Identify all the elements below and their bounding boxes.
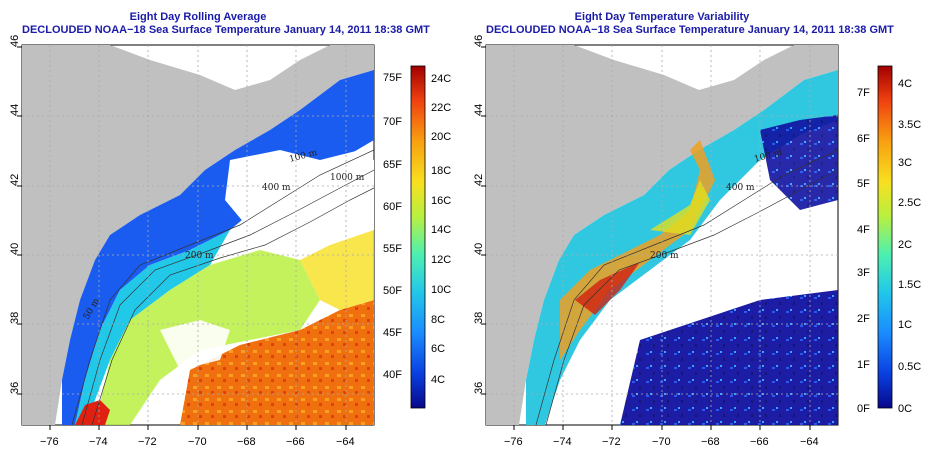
left-y-tick: 40 xyxy=(9,243,21,255)
right-x-tick: −70 xyxy=(652,436,671,448)
left-y-tick: 36 xyxy=(9,382,21,394)
right-x-axis: −76 −74 −72 −70 −68 −66 −64 xyxy=(504,425,819,448)
left-y-tick: 46 xyxy=(9,35,21,47)
left-x-axis: −76 −74 −72 −70 −68 −66 −64 xyxy=(40,425,355,448)
left-cb-f-label: 70F xyxy=(383,116,402,128)
right-cb-c-label: 2.5C xyxy=(898,197,921,209)
left-x-tick: −70 xyxy=(188,436,207,448)
left-cb-f-label: 60F xyxy=(383,201,402,213)
left-cb-c-label: 4C xyxy=(431,374,445,386)
right-contour-label-200m: 200 m xyxy=(650,251,679,261)
right-cb-c-label: 1.5C xyxy=(898,279,921,291)
left-cb-c-label: 10C xyxy=(431,284,451,296)
right-x-tick: −64 xyxy=(800,436,819,448)
right-cb-f-label: 3F xyxy=(857,267,870,279)
right-cb-f-label: 0F xyxy=(857,403,870,415)
right-cb-c-label: 1C xyxy=(898,319,912,331)
left-y-tick: 42 xyxy=(9,174,21,186)
right-y-tick: 44 xyxy=(473,104,485,116)
right-cb-f-label: 6F xyxy=(857,133,870,145)
left-cb-f-label: 55F xyxy=(383,243,402,255)
left-title-line2: DECLOUDED NOAA−18 Sea Surface Temperatur… xyxy=(22,24,430,36)
left-y-tick: 38 xyxy=(9,312,21,324)
right-cb-c-label: 3C xyxy=(898,157,912,169)
right-high-variability xyxy=(526,70,838,425)
right-y-axis: 36 38 40 42 44 46 xyxy=(473,35,486,395)
right-cb-f-label: 1F xyxy=(857,359,870,371)
left-colorbar-f-labels: 75F 70F 65F 60F 55F 50F 45F 40F xyxy=(383,72,402,381)
left-y-tick: 44 xyxy=(9,104,21,116)
left-cb-f-label: 50F xyxy=(383,285,402,297)
right-cb-f-label: 7F xyxy=(857,87,870,99)
right-cb-c-label: 3.5C xyxy=(898,119,921,131)
left-colorbar-c-labels: 24C 22C 20C 18C 16C 14C 12C 10C 8C 6C 4C xyxy=(431,73,451,386)
left-colorbar xyxy=(410,65,426,409)
left-cb-c-label: 8C xyxy=(431,314,445,326)
right-cb-c-label: 0C xyxy=(898,403,912,415)
left-cb-c-label: 24C xyxy=(431,73,451,85)
left-title: Eight Day Rolling Average DECLOUDED NOAA… xyxy=(22,11,430,37)
left-contour-label-200m: 200 m xyxy=(185,251,214,261)
right-colorbar xyxy=(877,65,893,409)
left-x-tick: −68 xyxy=(237,436,256,448)
left-x-tick: −66 xyxy=(286,436,305,448)
right-colorbar-f-labels: 7F 6F 5F 4F 3F 2F 1F 0F xyxy=(857,87,870,415)
right-y-tick: 42 xyxy=(473,174,485,186)
right-x-tick: −76 xyxy=(504,436,523,448)
right-x-tick: −66 xyxy=(750,436,769,448)
right-y-tick: 38 xyxy=(473,312,485,324)
left-x-tick: −76 xyxy=(40,436,59,448)
left-cb-c-label: 16C xyxy=(431,195,451,207)
left-contour-label-1000m: 1000 m xyxy=(330,173,365,183)
right-cb-f-label: 5F xyxy=(857,178,870,190)
left-land xyxy=(22,45,374,425)
right-y-tick: 40 xyxy=(473,243,485,255)
right-cb-f-label: 4F xyxy=(857,224,870,236)
left-cb-c-label: 20C xyxy=(431,131,451,143)
right-title-line2: DECLOUDED NOAA−18 Sea Surface Temperatur… xyxy=(486,24,894,36)
right-x-tick: −68 xyxy=(701,436,720,448)
left-y-axis: 36 38 40 42 44 46 xyxy=(9,35,22,395)
right-title: Eight Day Temperature Variability DECLOU… xyxy=(486,11,894,37)
right-low-variability xyxy=(620,290,838,425)
left-x-tick: −64 xyxy=(336,436,355,448)
right-land xyxy=(486,45,838,425)
left-cb-f-label: 40F xyxy=(383,369,402,381)
left-cb-c-label: 6C xyxy=(431,343,445,355)
right-x-tick: −74 xyxy=(553,436,572,448)
right-cb-c-label: 0.5C xyxy=(898,361,921,373)
left-title-line1: Eight Day Rolling Average xyxy=(129,11,267,23)
left-cb-c-label: 22C xyxy=(431,102,451,114)
right-x-tick: −72 xyxy=(602,436,621,448)
right-y-tick: 36 xyxy=(473,382,485,394)
right-title-line1: Eight Day Temperature Variability xyxy=(574,11,750,23)
left-cb-f-label: 45F xyxy=(383,327,402,339)
left-cb-f-label: 75F xyxy=(383,72,402,84)
right-colorbar-c-labels: 4C 3.5C 3C 2.5C 2C 1.5C 1C 0.5C 0C xyxy=(898,78,921,415)
left-contour-label-400m: 400 m xyxy=(262,183,291,193)
right-cb-f-label: 2F xyxy=(857,313,870,325)
left-cb-c-label: 14C xyxy=(431,224,451,236)
right-y-tick: 46 xyxy=(473,35,485,47)
left-cb-f-label: 65F xyxy=(383,159,402,171)
left-x-tick: −74 xyxy=(89,436,108,448)
left-cb-c-label: 18C xyxy=(431,165,451,177)
left-cb-c-label: 12C xyxy=(431,254,451,266)
right-cb-c-label: 4C xyxy=(898,78,912,90)
left-x-tick: −72 xyxy=(138,436,157,448)
right-contour-label-400m: 400 m xyxy=(726,183,755,193)
right-cb-c-label: 2C xyxy=(898,239,912,251)
